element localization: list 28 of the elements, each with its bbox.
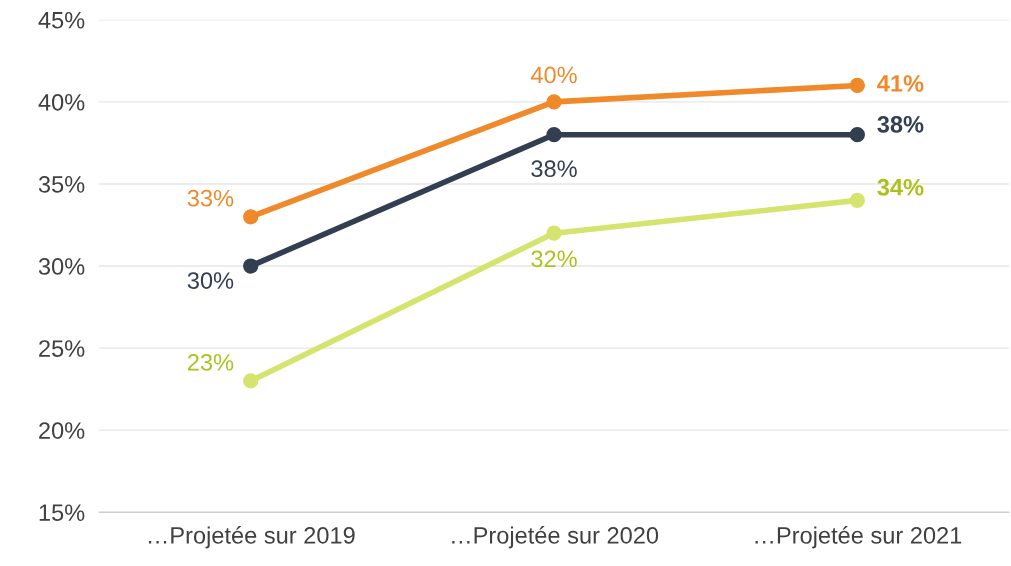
point xyxy=(849,127,865,143)
point xyxy=(243,258,259,274)
y-tick-label: 45% xyxy=(38,11,85,29)
point xyxy=(546,127,562,143)
point xyxy=(546,94,562,110)
x-tick-label: …Projetée sur 2021 xyxy=(755,526,962,549)
point xyxy=(849,77,865,94)
point xyxy=(243,373,259,389)
data-label: 34% xyxy=(877,178,924,196)
data-label: 33% xyxy=(187,189,234,207)
y-tick-label: 40% xyxy=(38,93,85,111)
y-tick-label: 35% xyxy=(38,176,85,193)
data-label: 40% xyxy=(530,66,577,84)
point xyxy=(546,225,562,241)
data-label: 38% xyxy=(531,160,577,178)
y-tick-label: 25% xyxy=(39,340,85,357)
point xyxy=(243,209,259,225)
y-tick-label: 30% xyxy=(38,258,85,275)
y-tick-label: 20% xyxy=(39,422,85,439)
data-label: 38% xyxy=(877,115,924,133)
data-label: 23% xyxy=(187,353,234,371)
y-tick-label: 15% xyxy=(39,504,85,522)
x-tick-label: …Projetée sur 2020 xyxy=(452,526,659,549)
point xyxy=(849,192,865,209)
data-label: 30% xyxy=(187,272,234,289)
data-label: 41% xyxy=(877,75,924,92)
x-tick-label: …Projetée sur 2019 xyxy=(148,526,355,549)
data-label: 32% xyxy=(531,250,577,268)
